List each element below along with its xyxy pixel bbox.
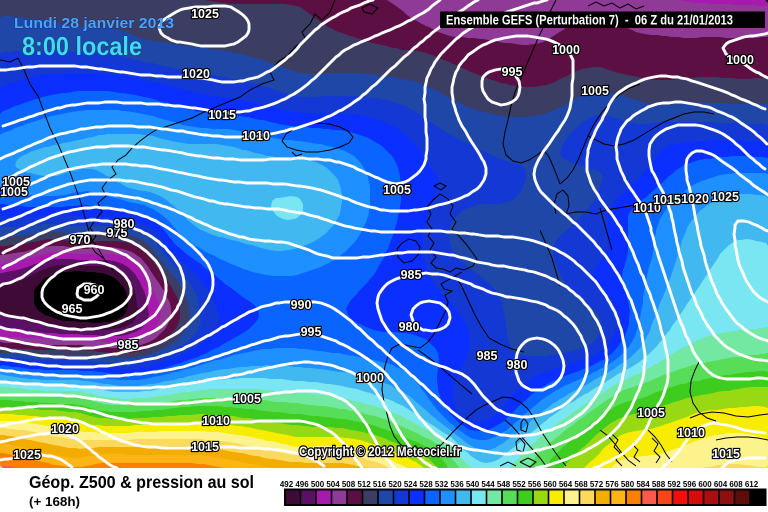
svg-text:1020: 1020 (182, 67, 210, 81)
svg-text:596: 596 (683, 480, 697, 489)
svg-text:532: 532 (435, 480, 449, 489)
svg-text:572: 572 (590, 480, 604, 489)
svg-text:496: 496 (295, 480, 309, 489)
svg-text:588: 588 (652, 480, 666, 489)
svg-text:1025: 1025 (711, 190, 739, 204)
svg-text:1005: 1005 (581, 84, 609, 98)
svg-text:1015: 1015 (653, 193, 681, 207)
svg-text:592: 592 (667, 480, 681, 489)
svg-text:990: 990 (291, 298, 312, 312)
svg-text:1005: 1005 (2, 175, 30, 189)
svg-text:492: 492 (280, 480, 294, 489)
svg-text:552: 552 (512, 480, 526, 489)
svg-text:1000: 1000 (356, 371, 384, 385)
svg-text:985: 985 (477, 349, 498, 363)
svg-text:960: 960 (84, 283, 105, 297)
svg-text:995: 995 (502, 65, 523, 79)
svg-text:Géop. Z500 & pression au sol: Géop. Z500 & pression au sol (29, 472, 254, 492)
svg-text:1010: 1010 (202, 414, 230, 428)
svg-text:1010: 1010 (633, 201, 661, 215)
svg-text:(+ 168h): (+ 168h) (29, 495, 80, 509)
svg-text:540: 540 (466, 480, 480, 489)
svg-text:Copyright © 2012 Meteociel.fr: Copyright © 2012 Meteociel.fr (299, 443, 461, 459)
svg-text:1000: 1000 (726, 53, 754, 67)
svg-text:1025: 1025 (13, 448, 41, 462)
svg-text:576: 576 (605, 480, 619, 489)
svg-text:1005: 1005 (637, 406, 665, 420)
svg-text:600: 600 (698, 480, 712, 489)
svg-text:Lundi 28 janvier 2013: Lundi 28 janvier 2013 (14, 15, 174, 32)
svg-text:1020: 1020 (681, 192, 709, 206)
svg-text:548: 548 (497, 480, 511, 489)
svg-text:1005: 1005 (0, 185, 28, 199)
svg-text:980: 980 (399, 320, 420, 334)
svg-text:1020: 1020 (51, 422, 79, 436)
svg-text:985: 985 (118, 338, 139, 352)
svg-text:584: 584 (636, 480, 650, 489)
svg-text:520: 520 (388, 480, 402, 489)
svg-text:580: 580 (621, 480, 635, 489)
svg-text:524: 524 (404, 480, 418, 489)
svg-text:564: 564 (559, 480, 573, 489)
svg-text:965: 965 (62, 302, 83, 316)
svg-text:528: 528 (419, 480, 433, 489)
svg-text:604: 604 (714, 480, 728, 489)
svg-text:556: 556 (528, 480, 542, 489)
svg-text:1025: 1025 (191, 7, 219, 21)
svg-text:1005: 1005 (383, 183, 411, 197)
svg-text:980: 980 (114, 217, 135, 231)
svg-text:500: 500 (311, 480, 325, 489)
svg-text:975: 975 (107, 226, 128, 240)
svg-text:560: 560 (543, 480, 557, 489)
svg-text:1005: 1005 (233, 392, 261, 406)
svg-text:995: 995 (301, 325, 322, 339)
svg-text:980: 980 (507, 358, 528, 372)
svg-text:1015: 1015 (712, 447, 740, 461)
svg-text:504: 504 (326, 480, 340, 489)
svg-text:1015: 1015 (191, 440, 219, 454)
svg-text:536: 536 (450, 480, 464, 489)
svg-text:8:00 locale: 8:00 locale (22, 31, 142, 61)
svg-text:970: 970 (70, 233, 91, 247)
svg-text:512: 512 (357, 480, 371, 489)
svg-text:544: 544 (481, 480, 495, 489)
svg-text:1010: 1010 (242, 129, 270, 143)
svg-text:985: 985 (401, 268, 422, 282)
svg-text:1010: 1010 (677, 426, 705, 440)
svg-text:508: 508 (342, 480, 356, 489)
svg-text:568: 568 (574, 480, 588, 489)
svg-text:1000: 1000 (552, 43, 580, 57)
svg-text:612: 612 (745, 480, 759, 489)
svg-text:Ensemble GEFS (Perturbation 7): Ensemble GEFS (Perturbation 7) - 06 Z du… (446, 13, 733, 28)
svg-text:1015: 1015 (208, 108, 236, 122)
svg-text:516: 516 (373, 480, 387, 489)
svg-text:608: 608 (729, 480, 743, 489)
